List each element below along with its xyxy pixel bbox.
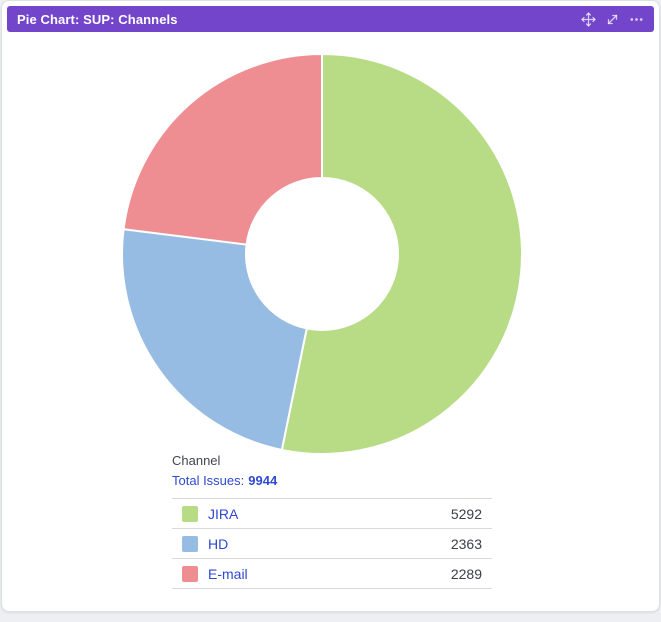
- expand-icon[interactable]: [605, 12, 620, 27]
- header-icons: [581, 11, 644, 27]
- legend-row: E-mail 2289: [172, 558, 492, 589]
- legend-row: JIRA 5292: [172, 498, 492, 528]
- donut-chart: [2, 31, 661, 457]
- legend-value-email: 2289: [450, 565, 482, 582]
- total-issues-label: Total Issues:: [172, 473, 245, 488]
- pie-slice-jira[interactable]: [280, 53, 523, 455]
- total-issues-line: Total Issues: 9944: [172, 471, 277, 491]
- legend-swatch-email: [182, 565, 198, 582]
- gadget-header: Pie Chart: SUP: Channels: [7, 6, 654, 32]
- legend-swatch-jira: [182, 505, 198, 522]
- legend-table: JIRA 5292 HD 2363 E-mail 2289: [172, 498, 492, 589]
- legend-label-email[interactable]: E-mail: [208, 565, 248, 582]
- legend-value-hd: 2363: [450, 535, 482, 552]
- donut-chart-svg: [121, 53, 523, 455]
- dimension-label: Channel: [172, 453, 221, 468]
- legend-value-jira: 5292: [450, 505, 482, 522]
- gadget-title: Pie Chart: SUP: Channels: [17, 11, 178, 27]
- legend-swatch-hd: [182, 535, 198, 552]
- move-icon[interactable]: [581, 11, 596, 27]
- legend-label-hd[interactable]: HD: [208, 535, 229, 552]
- legend-row: HD 2363: [172, 528, 492, 558]
- more-icon[interactable]: [629, 12, 644, 27]
- legend-label-jira[interactable]: JIRA: [208, 505, 239, 522]
- total-issues-value: 9944: [248, 473, 278, 488]
- chart-summary: Channel Total Issues: 9944: [172, 451, 277, 491]
- pie-slice-e-mail[interactable]: [122, 53, 323, 246]
- pie-slice-hd[interactable]: [121, 228, 308, 451]
